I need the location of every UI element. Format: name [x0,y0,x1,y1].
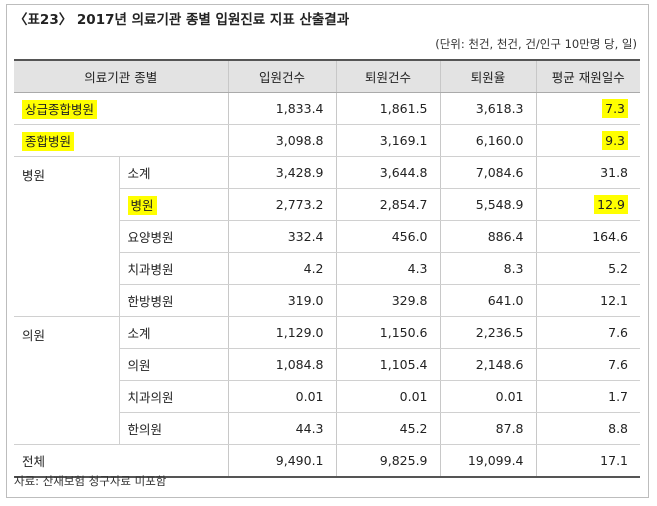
category-cell: 의원 [14,316,119,445]
highlighted-text: 12.9 [594,195,629,214]
discharge-rate-cell: 886.4 [439,220,537,253]
avg-stay-cell: 164.6 [535,220,641,253]
avg-stay-cell: 12.9 [535,188,641,221]
discharges-cell: 0.01 [335,380,441,413]
admissions-cell: 2,773.2 [227,188,337,221]
avg-stay-cell: 12.1 [535,284,641,317]
discharge-rate-cell: 19,099.4 [439,444,537,478]
admissions-cell: 0.01 [227,380,337,413]
source-note: 자료: 산재보험 청구자료 미포함 [14,474,167,488]
table-row: 한방병원 319.0 329.8 641.0 12.1 [14,284,641,317]
category-cell: 전체 [14,444,229,478]
avg-stay-cell: 7.6 [535,316,641,349]
discharge-rate-cell: 0.01 [439,380,537,413]
admissions-cell: 1,833.4 [227,92,337,125]
admissions-cell: 44.3 [227,412,337,445]
avg-stay-cell: 9.3 [535,124,641,157]
discharge-rate-cell: 7,084.6 [439,156,537,189]
discharge-rate-cell: 2,148.6 [439,348,537,381]
subcategory-cell: 소계 [118,156,229,189]
avg-stay-cell: 8.8 [535,412,641,445]
discharges-cell: 3,169.1 [335,124,441,157]
header-discharges: 퇴원건수 [335,59,441,93]
discharge-rate-cell: 87.8 [439,412,537,445]
avg-stay-cell: 17.1 [535,444,641,478]
avg-stay-cell: 1.7 [535,380,641,413]
unit-note: (단위: 천건, 천건, 건/인구 10만명 당, 일) [435,37,637,51]
admissions-cell: 1,084.8 [227,348,337,381]
avg-stay-cell: 5.2 [535,252,641,285]
category-cell: 병원 [14,156,119,317]
highlighted-text: 종합병원 [22,132,75,151]
discharge-rate-cell: 8.3 [439,252,537,285]
table-row: 상급종합병원 1,833.4 1,861.5 3,618.3 7.3 [14,92,641,125]
table-row: 병원 2,773.2 2,854.7 5,548.9 12.9 [14,188,641,221]
discharges-cell: 1,105.4 [335,348,441,381]
table-row: 치과병원 4.2 4.3 8.3 5.2 [14,252,641,285]
subcategory-cell: 의원 [118,348,229,381]
discharge-rate-cell: 641.0 [439,284,537,317]
avg-stay-cell: 7.6 [535,348,641,381]
table-row: 한의원 44.3 45.2 87.8 8.8 [14,412,641,445]
discharges-cell: 329.8 [335,284,441,317]
header-admissions: 입원건수 [227,59,337,93]
table-title: 〈표23〉 2017년 의료기관 종별 입원진료 지표 산출결과 [14,12,350,28]
avg-stay-cell: 31.8 [535,156,641,189]
category-cell: 종합병원 [14,124,229,157]
admissions-cell: 9,490.1 [227,444,337,478]
stats-table: 의료기관 종별 입원건수 퇴원건수 퇴원율 평균 재원일수 상급종합병원 1,8… [14,59,641,478]
subcategory-cell: 치과병원 [118,252,229,285]
subcategory-cell: 한의원 [118,412,229,445]
total-row: 전체 9,490.1 9,825.9 19,099.4 17.1 [14,444,641,478]
discharge-rate-cell: 3,618.3 [439,92,537,125]
admissions-cell: 1,129.0 [227,316,337,349]
header-discharge-rate: 퇴원율 [439,59,537,93]
discharges-cell: 4.3 [335,252,441,285]
avg-stay-cell: 7.3 [535,92,641,125]
discharges-cell: 1,150.6 [335,316,441,349]
subcategory-cell: 요양병원 [118,220,229,253]
category-cell: 상급종합병원 [14,92,229,125]
admissions-cell: 319.0 [227,284,337,317]
discharges-cell: 45.2 [335,412,441,445]
document-frame [6,4,649,498]
header-type: 의료기관 종별 [14,59,229,93]
discharges-cell: 3,644.8 [335,156,441,189]
subcategory-cell: 소계 [118,316,229,349]
subcategory-cell: 치과의원 [118,380,229,413]
admissions-cell: 3,098.8 [227,124,337,157]
subcategory-cell: 한방병원 [118,284,229,317]
discharges-cell: 456.0 [335,220,441,253]
discharge-rate-cell: 5,548.9 [439,188,537,221]
discharge-rate-cell: 6,160.0 [439,124,537,157]
table-row: 요양병원 332.4 456.0 886.4 164.6 [14,220,641,253]
table-row: 병원 소계 3,428.9 3,644.8 7,084.6 31.8 [14,156,641,317]
highlighted-text: 7.3 [602,99,629,118]
discharges-cell: 9,825.9 [335,444,441,478]
table-row: 의원 1,084.8 1,105.4 2,148.6 7.6 [14,348,641,381]
highlighted-text: 병원 [127,196,157,215]
header-avg-stay: 평균 재원일수 [535,59,641,93]
admissions-cell: 332.4 [227,220,337,253]
highlighted-text: 9.3 [602,131,629,150]
table-row: 의원 소계 1,129.0 1,150.6 2,236.5 7.6 [14,316,641,445]
header-row: 의료기관 종별 입원건수 퇴원건수 퇴원율 평균 재원일수 [14,59,641,93]
admissions-cell: 4.2 [227,252,337,285]
admissions-cell: 3,428.9 [227,156,337,189]
discharges-cell: 1,861.5 [335,92,441,125]
discharges-cell: 2,854.7 [335,188,441,221]
discharge-rate-cell: 2,236.5 [439,316,537,349]
table-row: 종합병원 3,098.8 3,169.1 6,160.0 9.3 [14,124,641,157]
subcategory-cell: 병원 [118,188,229,221]
table-row: 치과의원 0.01 0.01 0.01 1.7 [14,380,641,413]
highlighted-text: 상급종합병원 [22,100,98,119]
